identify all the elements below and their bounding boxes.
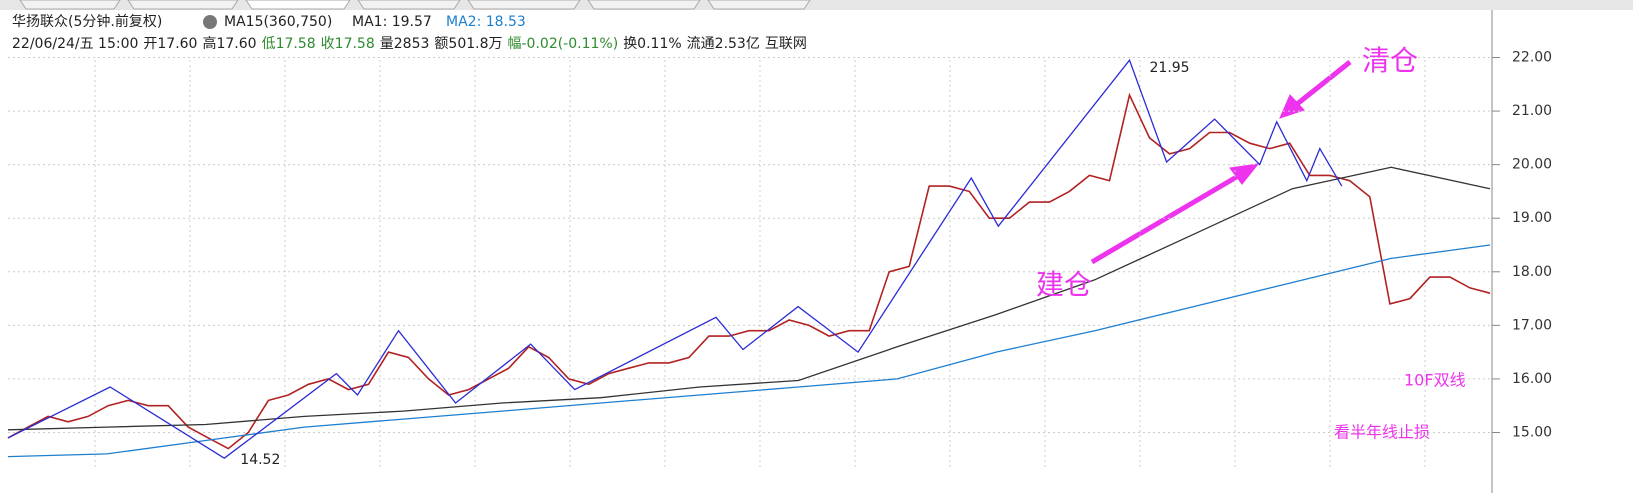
info-item: 额501.8万 — [434, 36, 502, 52]
info-line: 22/06/24/五 15:00 开17.60 高17.60 低17.58 收17.58… — [12, 35, 807, 52]
arrow — [1290, 60, 1352, 110]
ma1-label: MA1: 19.57 — [352, 14, 432, 30]
series-line: MA2 — [7, 244, 1491, 458]
info-item: 换0.11% — [623, 35, 681, 52]
arrow-head — [1229, 163, 1260, 185]
y-tick-label: 19.00 — [1512, 210, 1552, 226]
info-item: 高17.60 — [202, 35, 256, 52]
stock-title: 华扬联众(5分钟.前复权) — [12, 13, 162, 30]
info-item: 互联网 — [765, 36, 807, 52]
tab[interactable] — [357, 0, 461, 10]
series-line: MA1 — [7, 166, 1491, 431]
y-tick-label: 16.00 — [1512, 371, 1552, 387]
series-line: 价格 — [7, 92, 1491, 450]
annotation: 建仓 — [1036, 268, 1092, 301]
high-label: 21.95 — [1150, 60, 1190, 76]
y-tick-label: 15.00 — [1512, 425, 1552, 441]
info-item: 低17.58 — [262, 36, 316, 52]
settings-icon[interactable] — [203, 15, 217, 29]
tab[interactable] — [245, 0, 351, 10]
y-tick-label: 21.00 — [1512, 103, 1552, 119]
annotation: 清仓 — [1362, 44, 1418, 77]
tab[interactable] — [467, 0, 581, 10]
tab-bar — [0, 0, 1633, 10]
tab[interactable] — [19, 0, 121, 10]
low-label: 14.52 — [240, 452, 280, 468]
info-item: 开17.60 — [143, 36, 197, 52]
tab[interactable] — [587, 0, 701, 10]
series-line: zigzag — [7, 58, 1343, 459]
ma2-label: MA2: 18.53 — [446, 14, 526, 30]
annotation: 看半年线止损 — [1334, 423, 1430, 442]
y-tick-label: 20.00 — [1512, 157, 1552, 173]
arrows — [1090, 60, 1352, 265]
info-item: 流通2.53亿 — [687, 36, 760, 52]
y-tick-label: 22.00 — [1512, 50, 1552, 66]
indicator: MA15(360,750) — [224, 14, 332, 30]
info-item: 收17.58 — [321, 36, 375, 52]
y-tick-label: 17.00 — [1512, 317, 1552, 333]
tabs — [19, 0, 811, 10]
info-item: 22/06/24/五 15:00 — [12, 36, 138, 52]
arrow-head — [1279, 94, 1305, 119]
tab[interactable] — [707, 0, 811, 10]
tab[interactable] — [127, 0, 239, 10]
annotation: 10F双线 — [1404, 371, 1466, 390]
y-tick-label: 18.00 — [1512, 264, 1552, 280]
info-item: 幅-0.02(-0.11%) — [508, 36, 619, 52]
arrow — [1090, 169, 1247, 265]
info-item: 量2853 — [380, 36, 430, 52]
